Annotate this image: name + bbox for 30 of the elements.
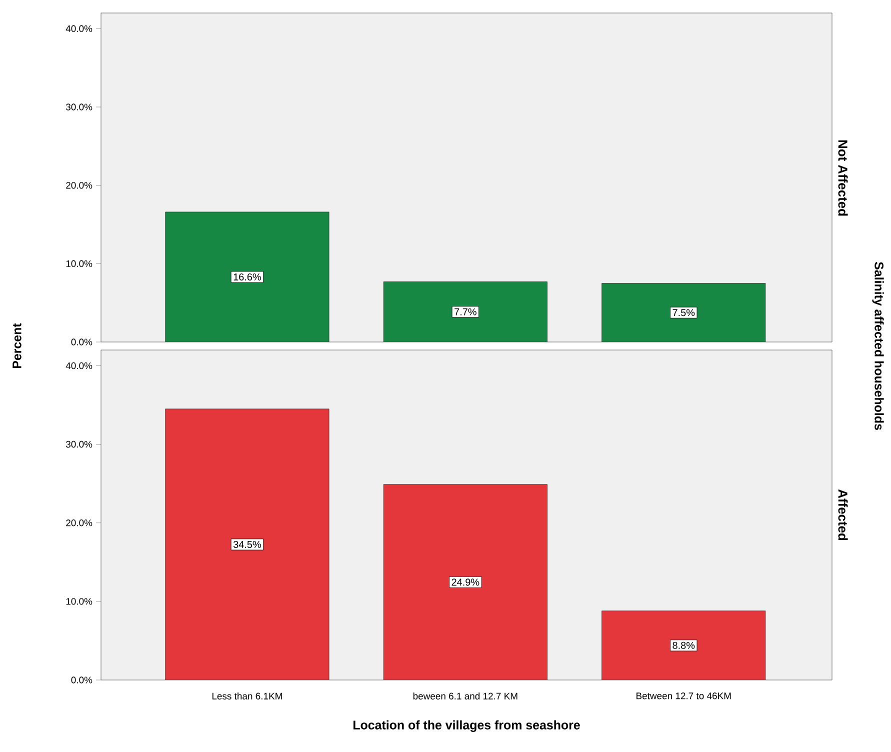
x-tick-label: beween 6.1 and 12.7 KM — [413, 692, 518, 700]
data-label: 16.6% — [234, 273, 261, 280]
bar — [165, 408, 330, 680]
data-label: 8.8% — [672, 642, 695, 649]
y-tick-label: 0.0% — [71, 338, 92, 346]
y2-axis-title: Salinity affected households — [872, 262, 884, 430]
data-label: 34.5% — [233, 540, 261, 548]
x-tick-label: Between 12.7 to 46KM — [636, 692, 731, 700]
text: Not Affected — [838, 140, 848, 216]
data-label: 7.7% — [454, 308, 476, 316]
y-tick-label: 10.0% — [66, 260, 92, 268]
bar — [602, 283, 766, 342]
y-tick-label: 10.0% — [66, 598, 92, 605]
y-tick-label: 40.0% — [66, 25, 92, 32]
y-tick-label: 0.0% — [71, 676, 92, 684]
x-axis-title: Location of the villages from seashore — [353, 720, 580, 732]
data-label: 24.9% — [452, 578, 480, 586]
bar — [383, 281, 548, 342]
bar — [602, 610, 766, 680]
data-label: 7.5% — [672, 309, 695, 316]
y-tick-label: 30.0% — [66, 104, 92, 110]
y-tick-label: 30.0% — [66, 440, 92, 448]
y-tick-label: 20.0% — [66, 520, 92, 526]
y-tick-label: 20.0% — [66, 182, 92, 189]
text: Affected — [838, 489, 848, 540]
x-tick-label: Less than 6.1KM — [212, 692, 282, 700]
y-tick-label: 40.0% — [66, 362, 92, 370]
y-axis-title: Percent — [12, 323, 22, 368]
bar — [383, 484, 548, 680]
bar — [165, 212, 330, 342]
